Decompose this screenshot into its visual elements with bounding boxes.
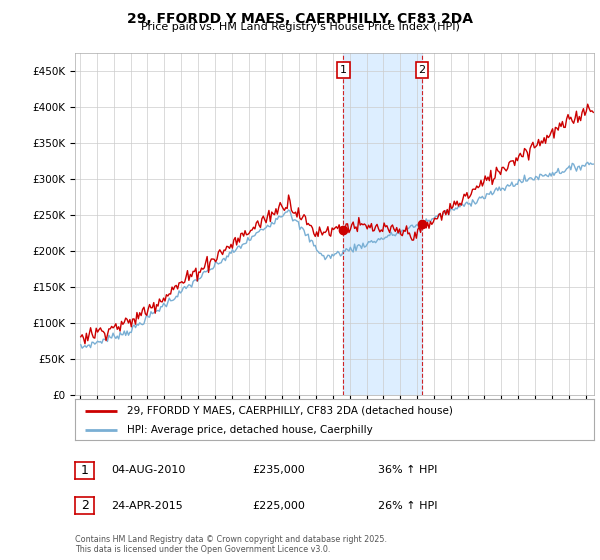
Text: 29, FFORDD Y MAES, CAERPHILLY, CF83 2DA: 29, FFORDD Y MAES, CAERPHILLY, CF83 2DA (127, 12, 473, 26)
Bar (343, 53, 422, 395)
Text: Contains HM Land Registry data © Crown copyright and database right 2025.
This d: Contains HM Land Registry data © Crown c… (75, 535, 387, 554)
Text: 04-AUG-2010: 04-AUG-2010 (111, 465, 185, 475)
Text: 1: 1 (340, 65, 347, 74)
Text: 29, FFORDD Y MAES, CAERPHILLY, CF83 2DA (detached house): 29, FFORDD Y MAES, CAERPHILLY, CF83 2DA … (127, 405, 453, 416)
Text: 2: 2 (80, 499, 89, 512)
Text: Price paid vs. HM Land Registry's House Price Index (HPI): Price paid vs. HM Land Registry's House … (140, 22, 460, 32)
Text: 36% ↑ HPI: 36% ↑ HPI (378, 465, 437, 475)
Text: HPI: Average price, detached house, Caerphilly: HPI: Average price, detached house, Caer… (127, 424, 373, 435)
Text: £235,000: £235,000 (252, 465, 305, 475)
Text: 26% ↑ HPI: 26% ↑ HPI (378, 501, 437, 511)
Text: 24-APR-2015: 24-APR-2015 (111, 501, 183, 511)
Text: 1: 1 (80, 464, 89, 477)
Text: £225,000: £225,000 (252, 501, 305, 511)
Text: 2: 2 (418, 65, 425, 74)
